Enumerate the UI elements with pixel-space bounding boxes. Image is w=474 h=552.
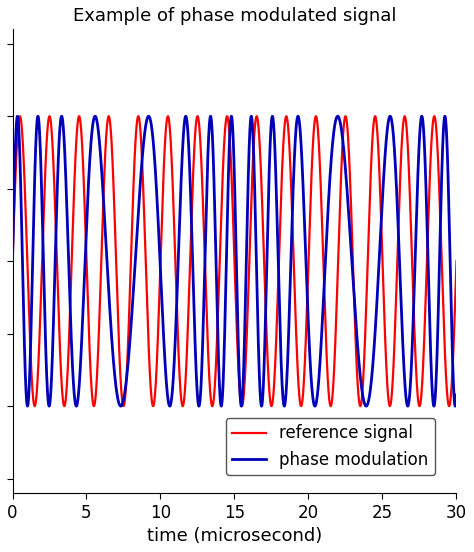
phase modulation: [339, 128, 345, 135]
phase modulation: [292, 150, 297, 157]
phase modulation: [273, 154, 278, 161]
reference signal: [171, 198, 176, 205]
Legend: reference signal, phase modulation: reference signal, phase modulation: [226, 418, 435, 475]
phase modulation: [454, 391, 459, 398]
reference signal: [150, 403, 156, 410]
phase modulation: [419, 113, 425, 120]
Line: reference signal: reference signal: [12, 116, 456, 406]
reference signal: [313, 113, 319, 120]
reference signal: [363, 324, 368, 331]
phase modulation: [170, 376, 176, 383]
Line: phase modulation: phase modulation: [12, 116, 456, 406]
phase modulation: [9, 258, 15, 264]
reference signal: [454, 258, 459, 264]
phase modulation: [363, 402, 368, 409]
reference signal: [273, 359, 278, 365]
reference signal: [292, 286, 298, 293]
phase modulation: [32, 171, 37, 177]
phase modulation: [364, 403, 369, 410]
reference signal: [339, 156, 345, 163]
reference signal: [32, 403, 37, 410]
X-axis label: time (microsecond): time (microsecond): [147, 527, 322, 545]
Title: Example of phase modulated signal: Example of phase modulated signal: [73, 7, 396, 25]
reference signal: [9, 258, 15, 264]
